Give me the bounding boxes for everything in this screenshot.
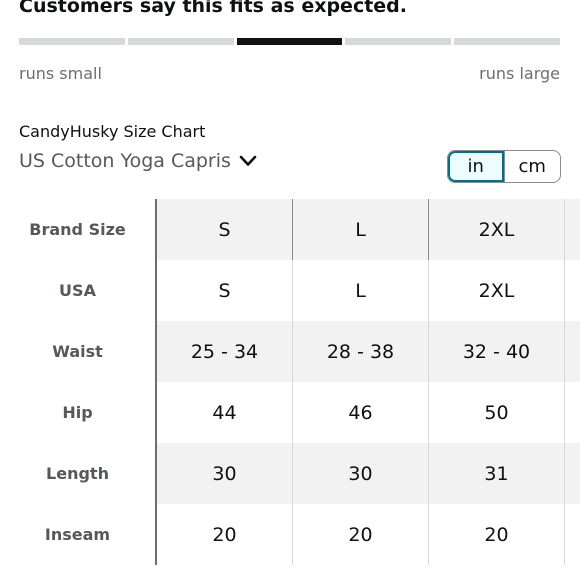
unit-cm-button[interactable]: cm — [503, 151, 561, 182]
table-cell: S — [218, 279, 231, 302]
table-cell: 46 — [292, 382, 429, 443]
table-cell: 28 - 38 — [292, 321, 429, 382]
chevron-down-icon — [239, 155, 257, 167]
row-header-usa: USA — [0, 260, 157, 321]
unit-in-button[interactable]: in — [448, 151, 504, 182]
table-cell: 30 — [292, 443, 429, 504]
table-cell-overflow — [564, 260, 580, 321]
table-row-length: Length 30 30 31 — [0, 443, 580, 504]
fit-scale-bar — [19, 38, 560, 45]
table-cell: 25 - 34 — [156, 321, 293, 382]
table-cell-overflow — [564, 504, 580, 565]
product-dropdown[interactable]: US Cotton Yoga Capris — [19, 150, 257, 172]
table-cell-overflow — [564, 199, 580, 260]
fit-min-label: runs small — [19, 64, 102, 83]
table-cell-overflow — [564, 321, 580, 382]
fit-segment-selected — [236, 38, 343, 45]
table-cell: L — [292, 199, 429, 260]
table-row-hip: Hip 44 46 50 — [0, 382, 580, 443]
row-header-hip: Hip — [0, 382, 157, 443]
row-header-brand-size: Brand Size — [0, 199, 157, 260]
table-cell: 50 — [428, 382, 565, 443]
fit-headline: Customers say this fits as expected. — [19, 0, 407, 17]
table-cell: 44 — [212, 401, 237, 424]
row-header-length: Length — [0, 443, 157, 504]
table-cell: 31 — [428, 443, 565, 504]
unit-toggle: in cm — [447, 150, 561, 183]
table-cell: 2XL — [428, 199, 565, 260]
table-row-waist: Waist 25 - 34 28 - 38 32 - 40 — [0, 321, 580, 382]
size-chart-table: Brand Size S L 2XL USA S L 2XL Waist 25 … — [0, 199, 580, 565]
table-cell-overflow — [564, 443, 580, 504]
fit-segment — [454, 38, 560, 45]
table-cell: 20 — [292, 504, 429, 565]
size-chart-brand-title: CandyHusky Size Chart — [19, 122, 206, 141]
row-header-waist: Waist — [0, 321, 157, 382]
fit-max-label: runs large — [479, 64, 560, 83]
fit-segment — [127, 38, 234, 45]
table-cell: 20 — [428, 504, 565, 565]
fit-segment — [19, 38, 125, 45]
fit-segment — [345, 38, 452, 45]
table-row-brand-size: Brand Size S L 2XL — [0, 199, 580, 260]
product-dropdown-label: US Cotton Yoga Capris — [19, 150, 231, 172]
table-cell: S — [156, 199, 293, 260]
row-header-inseam: Inseam — [0, 504, 157, 565]
table-cell: 20 — [212, 523, 237, 546]
table-row-usa: USA S L 2XL — [0, 260, 580, 321]
table-cell: L — [292, 260, 429, 321]
table-cell: 30 — [156, 443, 293, 504]
table-cell-overflow — [564, 382, 580, 443]
table-row-inseam: Inseam 20 20 20 — [0, 504, 580, 565]
table-cell: 2XL — [428, 260, 565, 321]
table-cell: 32 - 40 — [428, 321, 565, 382]
